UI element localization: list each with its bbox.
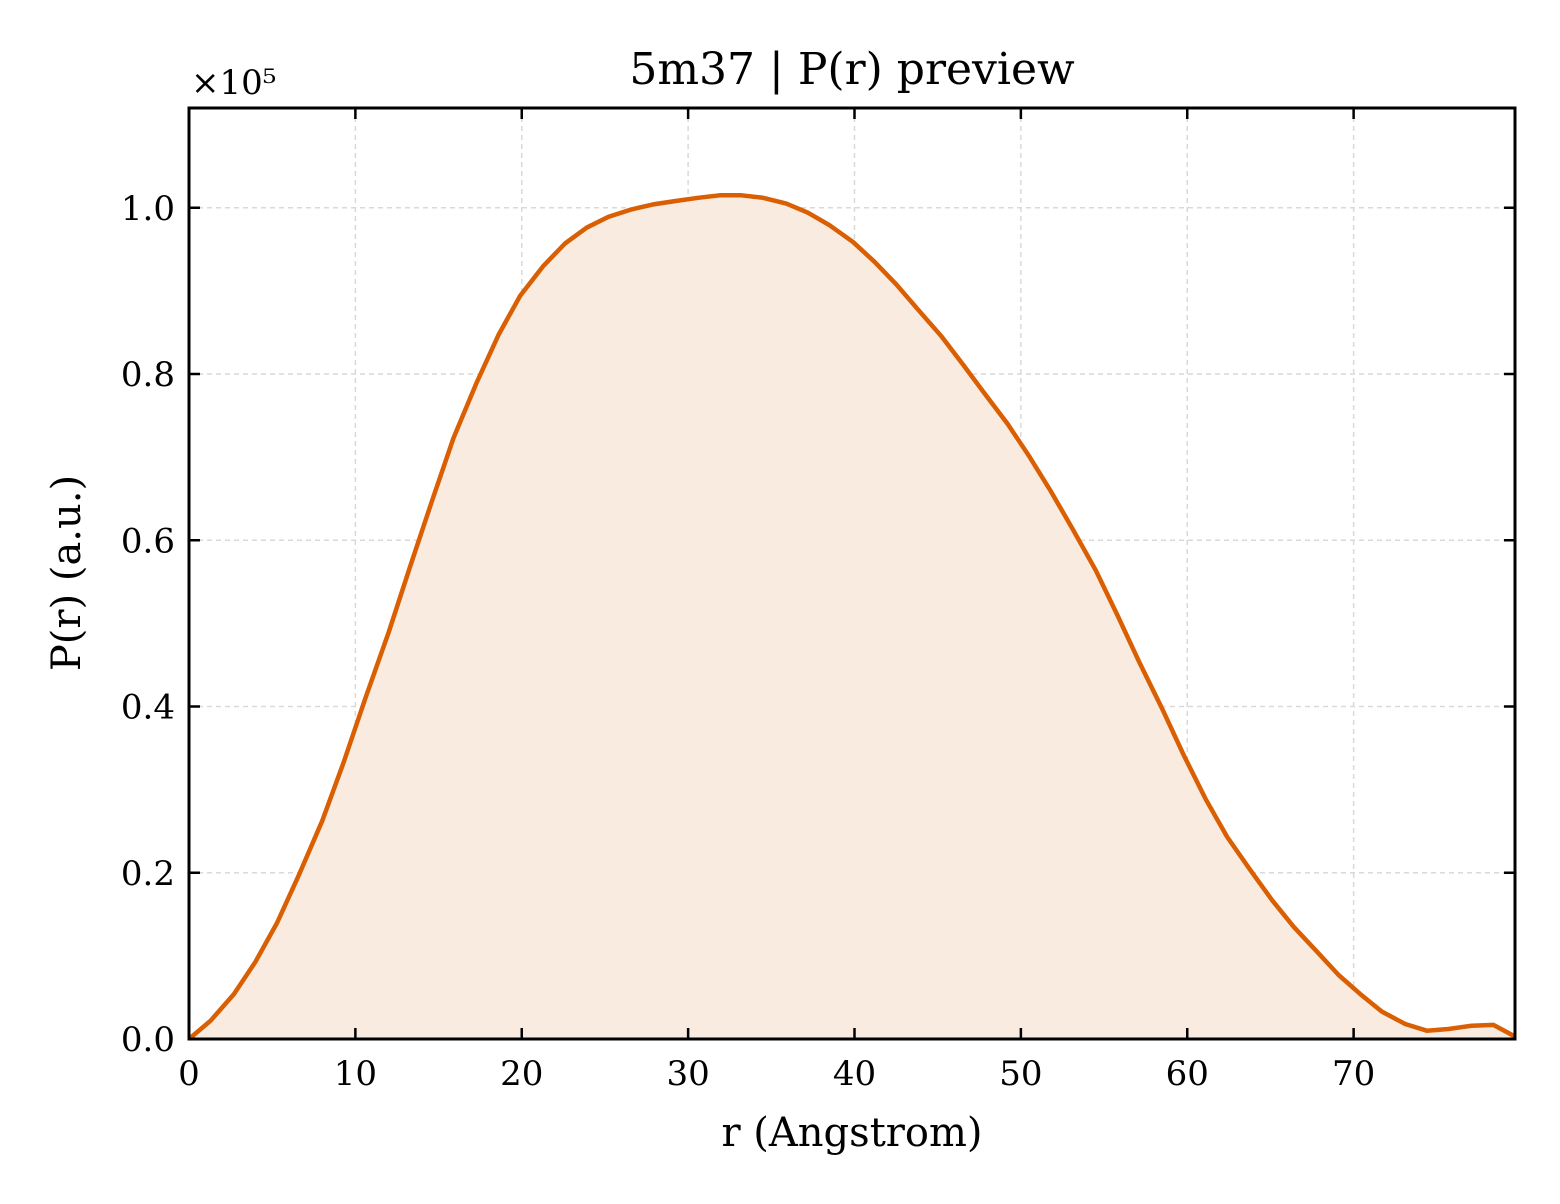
x-tick-label: 20 [500, 1054, 543, 1094]
x-tick-label: 70 [1332, 1054, 1375, 1094]
x-tick-label: 10 [334, 1054, 377, 1094]
y-scale-multiplier: ×10⁵ [191, 63, 276, 103]
x-tick-label: 60 [1166, 1054, 1209, 1094]
y-tick-label: 0.8 [121, 355, 175, 395]
x-tick-label: 30 [666, 1054, 709, 1094]
plot-frame [187, 106, 1517, 1041]
y-tick-label: 0.6 [121, 521, 175, 561]
y-axis-label: P(r) (a.u.) [44, 475, 90, 671]
pr-area-fill [189, 195, 1515, 1040]
y-tick-label: 0.0 [121, 1020, 175, 1060]
x-tick-label: 40 [833, 1054, 876, 1094]
y-tick-label: 1.0 [121, 189, 175, 229]
x-tick-label: 50 [999, 1054, 1042, 1094]
x-tick-label: 0 [178, 1054, 200, 1094]
chart-title: 5m37 | P(r) preview [629, 44, 1075, 95]
y-tick-label: 0.2 [121, 854, 175, 894]
pr-series-line [187, 193, 1517, 1041]
x-axis-label: r (Angstrom) [721, 1110, 982, 1156]
y-tick-label: 0.4 [121, 688, 175, 728]
tick-layer: 0 10 20 30 40 50 60 70 0.0 0.2 0.4 0.6 0.8 1.0 [121, 108, 1515, 1094]
